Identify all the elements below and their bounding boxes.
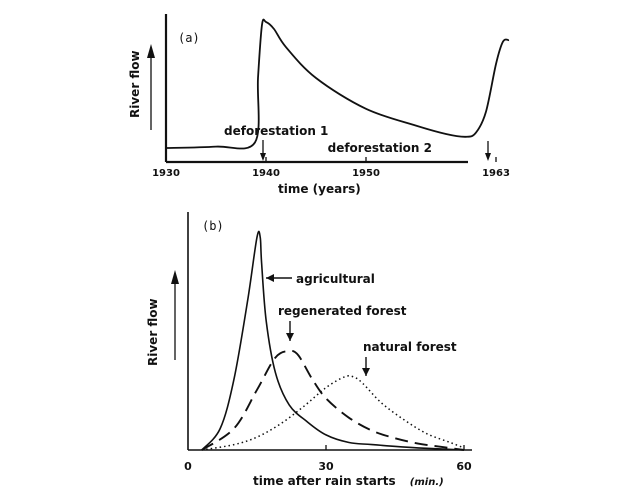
panel-b: (b) River flow 0 30 60 agricultural regener… [146, 212, 472, 488]
panel-a-x-tick-label: 1930 [152, 168, 180, 179]
natural-forest-pointer-arrowhead [362, 368, 370, 376]
natural-forest-legend-label: natural forest [363, 340, 457, 354]
deforestation-1-label: deforestation 1 [224, 124, 328, 138]
panel-b-ylabel: River flow [146, 298, 160, 366]
panel-a-x-tick-label: 1950 [352, 168, 380, 179]
panel-a-x-tick-label: 1940 [252, 168, 280, 179]
panel-a-y-arrow [147, 44, 155, 130]
panel-b-y-arrow [171, 270, 179, 360]
panel-b-xlabel-unit: (min.) [410, 477, 444, 488]
panel-a-label: (a) [178, 31, 200, 45]
panel-a-ylabel: River flow [128, 50, 142, 118]
panel-b-x-tick-label: 30 [318, 460, 334, 473]
panel-b-label: (b) [202, 219, 224, 233]
regenerated-forest-series-line [201, 349, 465, 451]
deforestation-2-label: deforestation 2 [328, 141, 432, 155]
regenerated-forest-pointer-arrowhead [286, 333, 294, 341]
agricultural-legend-label: agricultural [296, 272, 375, 286]
agricultural-pointer-arrowhead [266, 274, 274, 282]
agricultural-series-line [201, 230, 465, 451]
regenerated-forest-legend-label: regenerated forest [278, 304, 407, 318]
panel-a-flow-line [165, 18, 510, 150]
natural-forest-series-line [201, 375, 465, 451]
panel-b-x-tick-label: 0 [184, 460, 192, 473]
panel-b-xlabel-text: time after rain starts [253, 474, 396, 488]
panel-b-x-tick-label: 60 [456, 460, 472, 473]
deforestation-2-arrowhead [485, 153, 491, 161]
deforestation-1-arrowhead [260, 153, 266, 161]
panel-a: (a) River flow 1930 1940 1950 1963 deforest… [128, 14, 510, 196]
panel-a-xlabel: time (years) [278, 182, 361, 196]
panel-a-x-tick-label: 1963 [482, 168, 510, 179]
panel-b-xlabel: time after rain starts (min.) [253, 474, 444, 488]
